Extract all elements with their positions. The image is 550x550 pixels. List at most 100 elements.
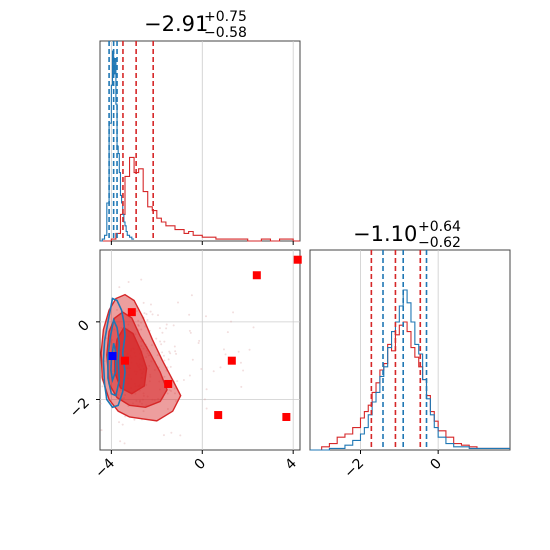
tick-label-y: −2: [67, 395, 93, 421]
title-param-x-plus: +0.75: [204, 9, 247, 25]
tick-label-x: 0: [191, 456, 209, 474]
scatter-sample: [140, 278, 143, 281]
scatter-sample: [242, 369, 245, 372]
marker-red: [121, 356, 129, 365]
scatter-sample: [182, 378, 185, 381]
scatter-sample: [137, 324, 140, 327]
scatter-sample: [191, 358, 194, 361]
scatter-sample: [155, 337, 158, 340]
title-param-x: −2.91 +0.75 −0.58: [144, 9, 247, 41]
scatter-sample: [156, 354, 159, 357]
scatter-sample: [127, 281, 130, 284]
scatter-sample: [137, 323, 140, 326]
scatter-sample: [163, 359, 166, 362]
scatter-sample: [166, 408, 169, 411]
scatter-sample: [163, 340, 166, 343]
scatter-sample: [137, 319, 140, 322]
scatter-sample: [174, 350, 177, 353]
scatter-sample: [142, 301, 145, 304]
scatter-sample: [173, 392, 176, 395]
scatter-sample: [160, 343, 163, 346]
marker-red: [127, 308, 136, 317]
scatter-sample: [163, 375, 166, 378]
scatter-sample: [142, 410, 145, 413]
marker-red: [293, 255, 302, 264]
hist-y-red: [310, 321, 510, 451]
scatter-sample: [190, 294, 193, 297]
scatter-sample: [248, 348, 251, 351]
scatter-sample: [162, 354, 165, 357]
scatter-sample: [161, 331, 164, 334]
scatter-sample: [232, 311, 235, 314]
scatter-sample: [135, 310, 138, 313]
scatter-sample: [169, 352, 172, 355]
scatter-sample: [172, 324, 175, 327]
marker-blue: [108, 352, 117, 361]
scatter-sample: [146, 319, 149, 322]
contour-blue: [110, 343, 117, 384]
scatter-sample: [173, 387, 176, 390]
panel-bottom-right: [309, 249, 511, 451]
scatter-sample: [100, 429, 103, 432]
scatter-sample: [230, 320, 233, 323]
scatter-sample: [170, 431, 173, 434]
scatter-sample: [222, 348, 225, 351]
contour-blue: [102, 297, 126, 409]
scatter-sample: [174, 399, 177, 402]
tick-label-x: 4: [282, 455, 300, 473]
tick-label-bottom-y: 0: [427, 456, 445, 474]
quantile-layer: [108, 41, 428, 450]
scatter-sample: [143, 312, 146, 315]
scatter-sample: [118, 286, 121, 289]
scatter-sample: [161, 351, 164, 354]
scatter-sample: [188, 313, 191, 316]
scatter-sample: [198, 339, 201, 342]
scatter-sample: [115, 308, 118, 311]
tick-label-y: 0: [75, 317, 93, 335]
scatter-sample: [177, 301, 180, 304]
scatter-sample: [150, 344, 153, 347]
scatter-sample: [165, 323, 168, 326]
scatter-sample: [145, 313, 148, 316]
scatter-sample: [121, 423, 124, 426]
scatter-sample: [212, 370, 215, 373]
scatter-sample: [189, 331, 192, 334]
title-param-y-plus: +0.64: [418, 219, 461, 235]
scatter-sample: [140, 328, 143, 331]
marker-layer: [108, 255, 302, 421]
panel-top-left: [99, 40, 301, 242]
scatter-sample: [167, 358, 170, 361]
scatter-sample: [224, 353, 227, 356]
title-param-x-minus: −0.58: [204, 25, 247, 41]
scatter-sample: [123, 442, 126, 445]
scatter-sample: [165, 327, 168, 330]
scatter-sample: [188, 329, 191, 332]
tick-label-bottom-y: −2: [341, 456, 367, 482]
scatter-sample: [101, 385, 104, 388]
panel-bottom-left: [99, 249, 301, 451]
scatter-sample: [188, 374, 191, 377]
scatter-sample: [151, 313, 154, 316]
scatter-sample: [166, 392, 169, 395]
scatter-sample: [175, 352, 178, 355]
hist-y-blue: [310, 289, 510, 451]
scatter-sample: [133, 418, 136, 421]
scatter-sample: [226, 331, 229, 334]
scatter-sample: [162, 434, 165, 437]
scatter-sample: [205, 388, 208, 391]
scatter-sample: [219, 366, 222, 369]
marker-red: [164, 379, 173, 388]
grid-layer: [100, 41, 439, 450]
title-param-x-median: −2.91: [144, 12, 208, 36]
scatter-sample: [168, 350, 171, 353]
scatter-sample: [158, 327, 161, 330]
scatter-sample: [200, 367, 203, 370]
scatter-sample: [119, 440, 122, 443]
scatter-sample: [204, 315, 207, 318]
contour-blue: [107, 317, 121, 397]
scatter-sample: [124, 415, 127, 418]
scatter-sample: [170, 389, 173, 392]
scatter-sample: [118, 421, 121, 424]
scatter-sample: [197, 342, 200, 345]
scatter-sample: [252, 326, 255, 329]
